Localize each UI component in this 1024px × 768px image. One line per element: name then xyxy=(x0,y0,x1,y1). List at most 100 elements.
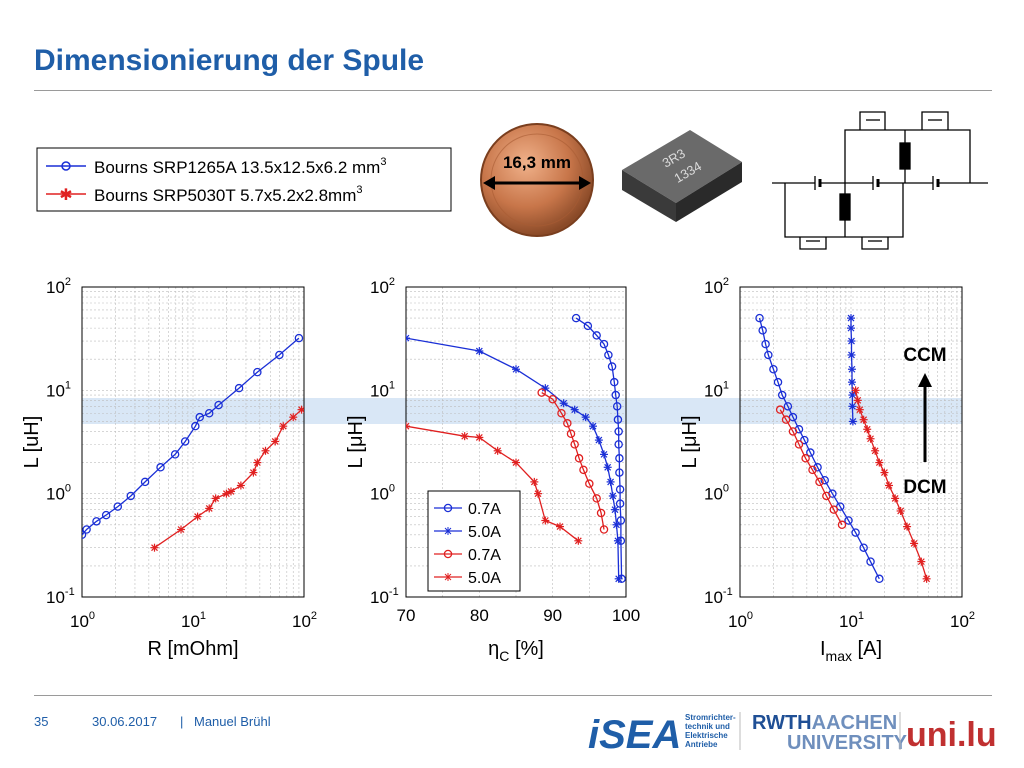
y-tick-label: 102 xyxy=(46,276,71,297)
y-tick-label: 101 xyxy=(46,379,71,400)
data-point xyxy=(851,386,860,395)
data-point xyxy=(570,405,579,414)
data-point xyxy=(599,339,609,349)
data-point xyxy=(847,350,856,359)
series-line xyxy=(854,390,928,579)
data-point xyxy=(614,440,623,449)
data-point xyxy=(592,494,601,503)
svg-text:technik und: technik und xyxy=(685,722,730,731)
data-point xyxy=(794,440,804,449)
data-point xyxy=(847,378,856,387)
data-point xyxy=(594,436,603,445)
data-point xyxy=(534,489,542,498)
series-1 xyxy=(150,405,304,552)
data-point xyxy=(863,425,872,434)
highlight-band xyxy=(82,398,962,424)
data-point xyxy=(193,512,202,521)
legend-top: Bourns SRP1265A 13.5x12.5x6.2 mm3 ✱ Bour… xyxy=(36,147,452,212)
ccm-dcm-annotation: CCM DCM xyxy=(903,345,946,498)
chart-inductance-vs-resistance: 10-1 100 101 102 100 101 102 L [uH] R [mOhm] xyxy=(21,276,317,660)
data-point xyxy=(261,446,270,455)
series-line xyxy=(541,392,605,530)
data-point xyxy=(170,450,180,459)
data-point xyxy=(847,337,856,346)
data-point xyxy=(880,468,889,477)
legend-entry-label: 5.0A xyxy=(468,524,501,541)
x-tick-label: 100 xyxy=(70,610,95,631)
ccm-label: CCM xyxy=(903,345,946,366)
data-point xyxy=(592,331,601,340)
data-point xyxy=(800,435,809,445)
data-point xyxy=(788,427,798,436)
data-point xyxy=(611,505,619,514)
data-point xyxy=(859,415,868,424)
data-point xyxy=(615,499,625,508)
page-title: Dimensionierung der Spule xyxy=(34,44,425,77)
data-point xyxy=(126,491,136,501)
data-point xyxy=(755,313,764,323)
series-2 xyxy=(775,405,847,530)
plot-frame xyxy=(739,286,963,598)
series-0 xyxy=(755,313,884,584)
x-tick-label: 90 xyxy=(543,606,562,625)
data-point xyxy=(475,347,484,356)
data-point xyxy=(205,504,214,513)
dcm-label: DCM xyxy=(903,477,946,498)
y-tick-label: 100 xyxy=(704,483,729,504)
data-point xyxy=(848,417,857,426)
data-point xyxy=(570,440,579,449)
data-point xyxy=(493,446,502,455)
y-tick-label: 100 xyxy=(370,483,395,504)
data-point xyxy=(406,422,410,431)
x-tick-label: 70 xyxy=(397,606,416,625)
y-tick-label: 102 xyxy=(370,276,395,297)
data-point xyxy=(885,481,894,490)
legend-entry-label: 0.7A xyxy=(468,547,501,564)
data-point xyxy=(815,477,824,487)
footer-separator: | xyxy=(180,714,184,729)
data-point xyxy=(253,458,262,467)
data-point xyxy=(475,433,484,442)
data-point xyxy=(855,405,864,414)
data-point xyxy=(227,487,236,496)
chart-legend: 0.7A 5.0A 0.7A 5.0A xyxy=(427,490,521,592)
data-point xyxy=(82,530,87,540)
x-axis-label: Imax [A] xyxy=(820,638,882,664)
data-point xyxy=(613,536,622,545)
data-point xyxy=(615,468,624,477)
data-point xyxy=(606,477,615,486)
page-number: 35 xyxy=(34,714,49,729)
data-point xyxy=(180,437,190,446)
data-point xyxy=(253,367,262,377)
data-point xyxy=(548,394,557,404)
data-point xyxy=(275,350,284,360)
data-point xyxy=(614,427,623,436)
data-point xyxy=(769,364,778,374)
x-tick-label: 101 xyxy=(839,610,864,631)
y-tick-label: 101 xyxy=(370,379,395,400)
data-point xyxy=(512,365,520,374)
data-point xyxy=(571,313,581,323)
series-3 xyxy=(406,422,583,545)
data-point xyxy=(616,516,626,525)
data-point xyxy=(847,324,855,333)
legend-entry-label: 5.0A xyxy=(468,570,501,587)
series-1 xyxy=(847,314,857,426)
unilu-logo: uni.lu xyxy=(906,716,997,754)
data-point xyxy=(615,454,624,463)
x-tick-label: 101 xyxy=(181,610,206,631)
legend-marker-circle xyxy=(61,161,71,171)
y-axis-label: L [μH] xyxy=(679,415,701,468)
x-tick-label: 80 xyxy=(470,606,489,625)
data-point xyxy=(585,479,594,488)
data-point xyxy=(460,432,469,441)
data-point xyxy=(82,525,91,534)
data-point xyxy=(596,508,606,518)
data-point xyxy=(406,334,410,343)
data-point xyxy=(610,377,619,387)
data-point xyxy=(289,413,298,422)
data-point xyxy=(589,422,597,431)
data-point xyxy=(896,506,905,515)
x-tick-label: 100 xyxy=(728,610,753,631)
